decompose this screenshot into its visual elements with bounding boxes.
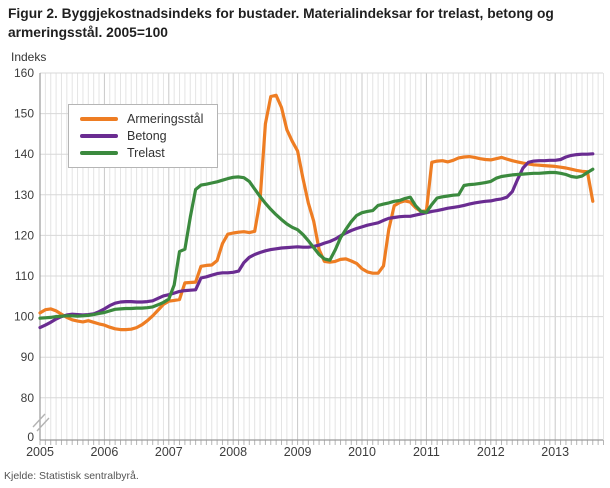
y-tick-label: 80: [21, 391, 35, 405]
series-line-trelast: [38, 167, 595, 320]
series-line-armeringsstål: [38, 93, 595, 332]
y-tick-label: 150: [14, 107, 34, 121]
legend-label: Betong: [127, 129, 167, 143]
legend-label: Trelast: [127, 146, 165, 160]
y-tick-label: 110: [15, 269, 34, 283]
y-axis-unit-label: Indeks: [11, 50, 47, 64]
y-tick-label: 130: [14, 188, 34, 202]
y-tick-label: 120: [14, 228, 34, 242]
source-note: Kjelde: Statistisk sentralbyrå.: [4, 470, 139, 482]
x-tick-label: 2005: [26, 445, 54, 459]
series-line-betong: [38, 152, 595, 330]
legend-item-armeringsstal: Armeringsstål: [80, 112, 203, 126]
y-zero-label: 0: [27, 430, 34, 444]
figure-title: Figur 2. Byggjekostnadsindeks for bustad…: [8, 6, 554, 40]
y-tick-label: 90: [21, 350, 35, 364]
legend-label: Armeringsstål: [127, 112, 204, 126]
legend-item-betong: Betong: [80, 129, 203, 143]
x-tick-label: 2011: [413, 445, 440, 459]
x-tick-label: 2007: [155, 445, 183, 459]
y-tick-label: 140: [14, 147, 34, 161]
axis-break-icon: [36, 417, 50, 432]
y-tick-label: 100: [14, 310, 34, 324]
x-tick-label: 2009: [284, 445, 312, 459]
x-tick-label: 2012: [477, 445, 505, 459]
y-tick-label: 160: [14, 66, 34, 80]
legend-item-trelast: Trelast: [80, 146, 203, 160]
legend-line-armeringsstal-icon: [80, 117, 118, 121]
x-tick-label: 2013: [541, 445, 569, 459]
axes: 0: [27, 73, 603, 444]
gridlines: [39, 72, 604, 445]
legend-line-trelast-icon: [80, 151, 118, 155]
legend: Armeringsstål Betong Trelast: [68, 104, 219, 168]
x-tick-label: 2010: [348, 445, 376, 459]
x-tick-label: 2008: [219, 445, 247, 459]
legend-line-betong-icon: [80, 134, 118, 138]
x-tick-label: 2006: [90, 445, 118, 459]
axis-break-icon: [32, 413, 46, 428]
